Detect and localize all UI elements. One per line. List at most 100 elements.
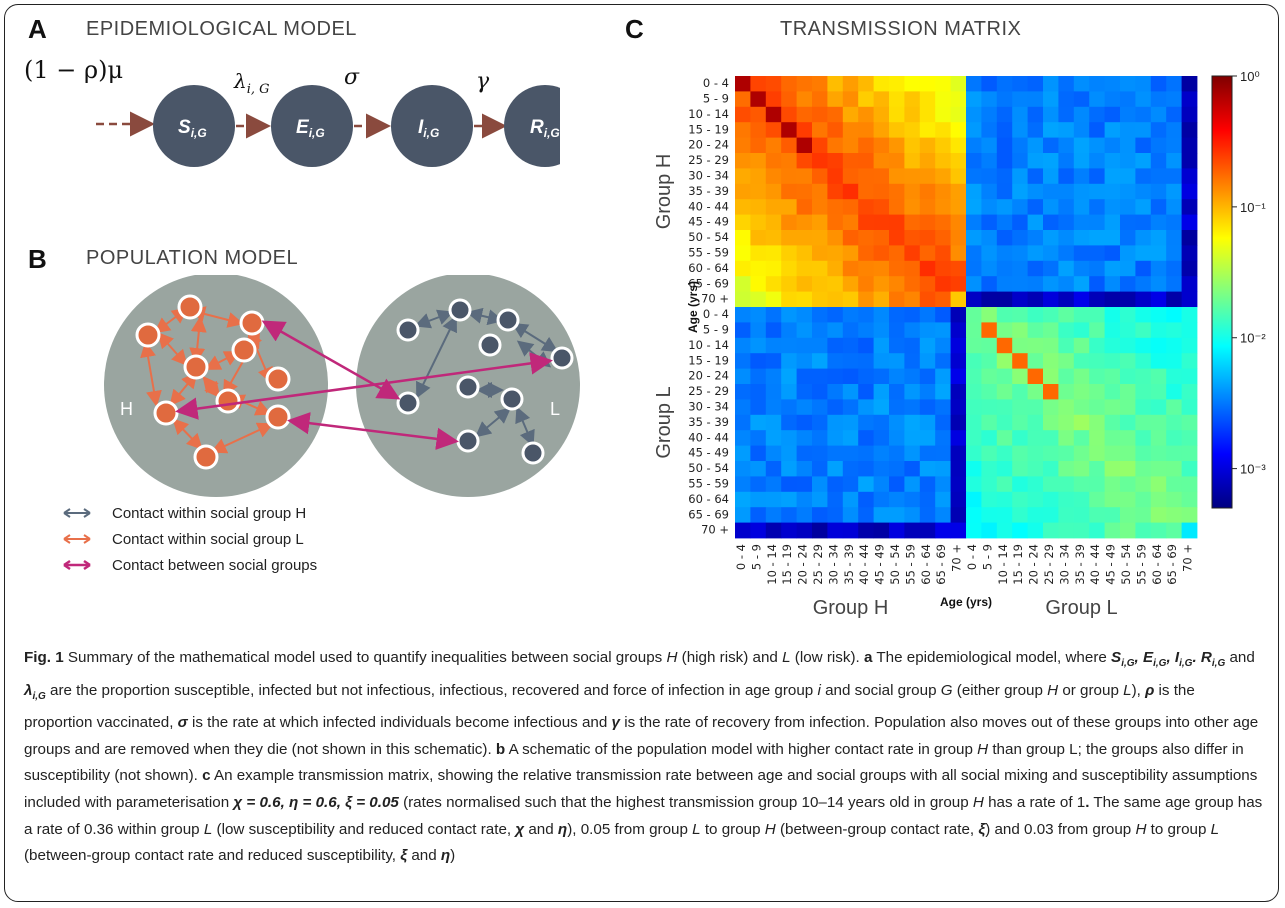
heatmap-cell — [889, 183, 905, 200]
heatmap-cell — [996, 491, 1013, 508]
heatmap-cell — [1135, 445, 1152, 462]
heatmap-cell — [966, 91, 982, 108]
heatmap-cell — [1012, 307, 1028, 323]
heatmap-cell — [1073, 414, 1090, 431]
heatmap-cell — [781, 353, 797, 369]
heatmap-cell — [1089, 337, 1105, 354]
heatmap-cell — [1181, 76, 1198, 92]
heatmap-cell — [1058, 137, 1075, 154]
heatmap-cell — [981, 214, 998, 231]
heatmap-cell — [919, 230, 936, 246]
heatmap-cell — [966, 491, 982, 508]
x-tick-label: 25 - 29 — [811, 544, 825, 585]
heatmap-cell — [765, 445, 782, 462]
heatmap-cell — [842, 291, 859, 308]
x-tick-label: 30 - 34 — [826, 544, 840, 585]
heatmap-cell — [735, 430, 751, 446]
heatmap-cell — [873, 384, 890, 400]
heatmap-cell — [812, 522, 828, 539]
heatmap-cell — [812, 183, 828, 200]
heatmap-cell — [765, 430, 782, 446]
heatmap-cell — [1120, 414, 1136, 431]
heatmap-cell — [889, 291, 905, 308]
heatmap-cell — [1027, 214, 1044, 231]
heatmap-cell — [1043, 353, 1059, 369]
heatmap-cell — [858, 199, 874, 215]
heatmap-cell — [1073, 507, 1090, 523]
heatmap-cell — [950, 106, 967, 123]
heatmap-cell — [781, 137, 797, 154]
heatmap-cell — [950, 230, 967, 246]
heatmap-cell — [750, 106, 767, 123]
heatmap-cell — [1043, 445, 1059, 462]
heatmap-cell — [1027, 368, 1044, 385]
heatmap-cell — [858, 153, 874, 169]
heatmap-cell — [889, 507, 905, 523]
x-tick-label: 10 - 14 — [765, 544, 779, 585]
heatmap-cell — [1104, 137, 1121, 154]
x-tick-label: 5 - 9 — [980, 544, 994, 570]
heatmap-cell — [1166, 384, 1182, 400]
heatmap-cell — [1058, 414, 1075, 431]
heatmap-cell — [1150, 522, 1167, 539]
heatmap-cell — [796, 461, 813, 477]
between-group-contacts — [175, 320, 553, 451]
heatmap-cell — [1073, 337, 1090, 354]
heatmap-cell — [1135, 368, 1152, 385]
heatmap-cell — [842, 260, 859, 277]
heatmap-cell — [1058, 491, 1075, 508]
heatmap-cell — [858, 368, 874, 385]
heatmap-cell — [750, 337, 767, 354]
heatmap-cell — [1012, 230, 1028, 246]
heatmap-cell — [812, 353, 828, 369]
x-tick-label: 70 + — [950, 544, 964, 572]
heatmap-cell — [796, 322, 813, 339]
heatmap-cell — [919, 307, 936, 323]
heatmap-cell — [1181, 168, 1198, 185]
heatmap-cell — [966, 322, 982, 339]
heatmap-cell — [1181, 91, 1198, 108]
heatmap-cell — [1120, 214, 1136, 231]
heatmap-cell — [904, 384, 921, 400]
x-tick-label: 65 - 69 — [1165, 544, 1179, 585]
heatmap-cell — [858, 183, 874, 200]
heatmap-cell — [858, 122, 874, 138]
heatmap-cell — [1181, 153, 1198, 169]
heatmap-cell — [750, 76, 767, 92]
heatmap-cell — [966, 245, 982, 262]
heatmap-cell — [765, 276, 782, 292]
x-tick-label: 60 - 64 — [1150, 544, 1164, 585]
heatmap-cell — [1135, 245, 1152, 262]
heatmap-cell — [1043, 122, 1059, 138]
heatmap-cell — [966, 307, 982, 323]
heatmap-cell — [1058, 322, 1075, 339]
heatmap-cell — [1073, 461, 1090, 477]
panel-a-title: EPIDEMIOLOGICAL MODEL — [86, 18, 357, 40]
heatmap-cell — [1120, 399, 1136, 416]
heatmap-cell — [935, 384, 951, 400]
heatmap-cell — [1181, 414, 1198, 431]
x-tick-label: 40 - 44 — [857, 544, 871, 585]
y-tick-label: 25 - 29 — [688, 153, 729, 167]
heatmap-cell — [796, 384, 813, 400]
x-axis-label: Age (yrs) — [940, 595, 992, 609]
heatmap-cell — [1043, 245, 1059, 262]
heatmap-cell — [950, 137, 967, 154]
y-tick-label: 25 - 29 — [688, 384, 729, 398]
heatmap-cell — [858, 522, 874, 539]
heatmap-cell — [1012, 122, 1028, 138]
heatmap-cell — [1012, 368, 1028, 385]
heatmap-cell — [966, 230, 982, 246]
heatmap-cell — [1150, 430, 1167, 446]
heatmap-cell — [950, 91, 967, 108]
y-group-label-h: Group H — [653, 154, 675, 230]
heatmap-cell — [796, 445, 813, 462]
heatmap-cell — [1073, 291, 1090, 308]
heatmap-cell — [996, 337, 1013, 354]
heatmap-cell — [1104, 445, 1121, 462]
heatmap-cell — [735, 260, 751, 277]
heatmap-cell — [1104, 260, 1121, 277]
heatmap-cell — [889, 522, 905, 539]
heatmap-cell — [1120, 168, 1136, 185]
y-axis-label: Age (yrs) — [686, 281, 700, 333]
